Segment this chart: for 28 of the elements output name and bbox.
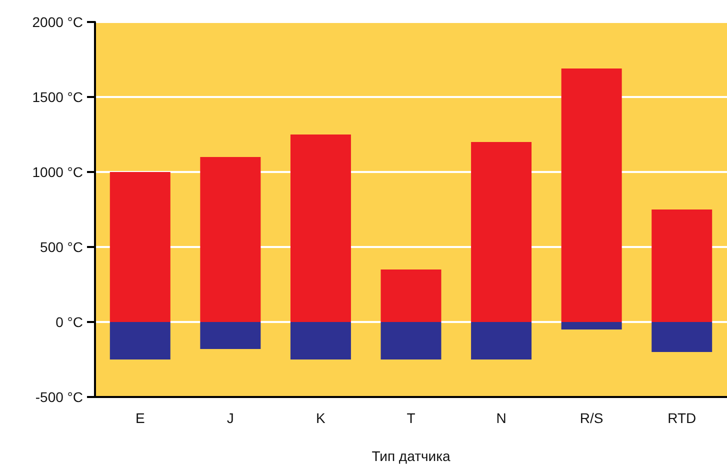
x-tick-label: E: [135, 410, 145, 426]
bar: [110, 322, 170, 360]
y-tick-label: 500 °C: [40, 239, 83, 255]
bar: [652, 322, 712, 352]
bar: [110, 172, 170, 322]
x-tick-label: K: [316, 410, 326, 426]
bar: [200, 322, 261, 349]
x-tick-label: N: [496, 410, 506, 426]
bar: [380, 322, 442, 360]
bar: [471, 322, 532, 360]
y-tick-label: 1500 °C: [32, 89, 83, 105]
y-tick-label: 1000 °C: [32, 164, 83, 180]
bar: [652, 210, 712, 322]
bar: [561, 68, 622, 322]
bar: [290, 322, 351, 360]
bar: [561, 322, 622, 330]
x-tick-label: J: [226, 410, 234, 426]
y-tick-label: 0 °C: [56, 314, 83, 330]
bar: [471, 142, 532, 322]
x-tick-label: T: [406, 410, 416, 426]
x-axis-title: Тип датчика: [372, 448, 451, 464]
y-tick-label: 2000 °C: [32, 14, 83, 30]
x-tick-label: R/S: [580, 410, 604, 426]
bar: [290, 134, 351, 322]
bar: [380, 270, 442, 322]
bar: [200, 157, 261, 322]
y-tick-label: -500 °C: [35, 389, 83, 405]
x-tick-label: RTD: [668, 410, 696, 426]
